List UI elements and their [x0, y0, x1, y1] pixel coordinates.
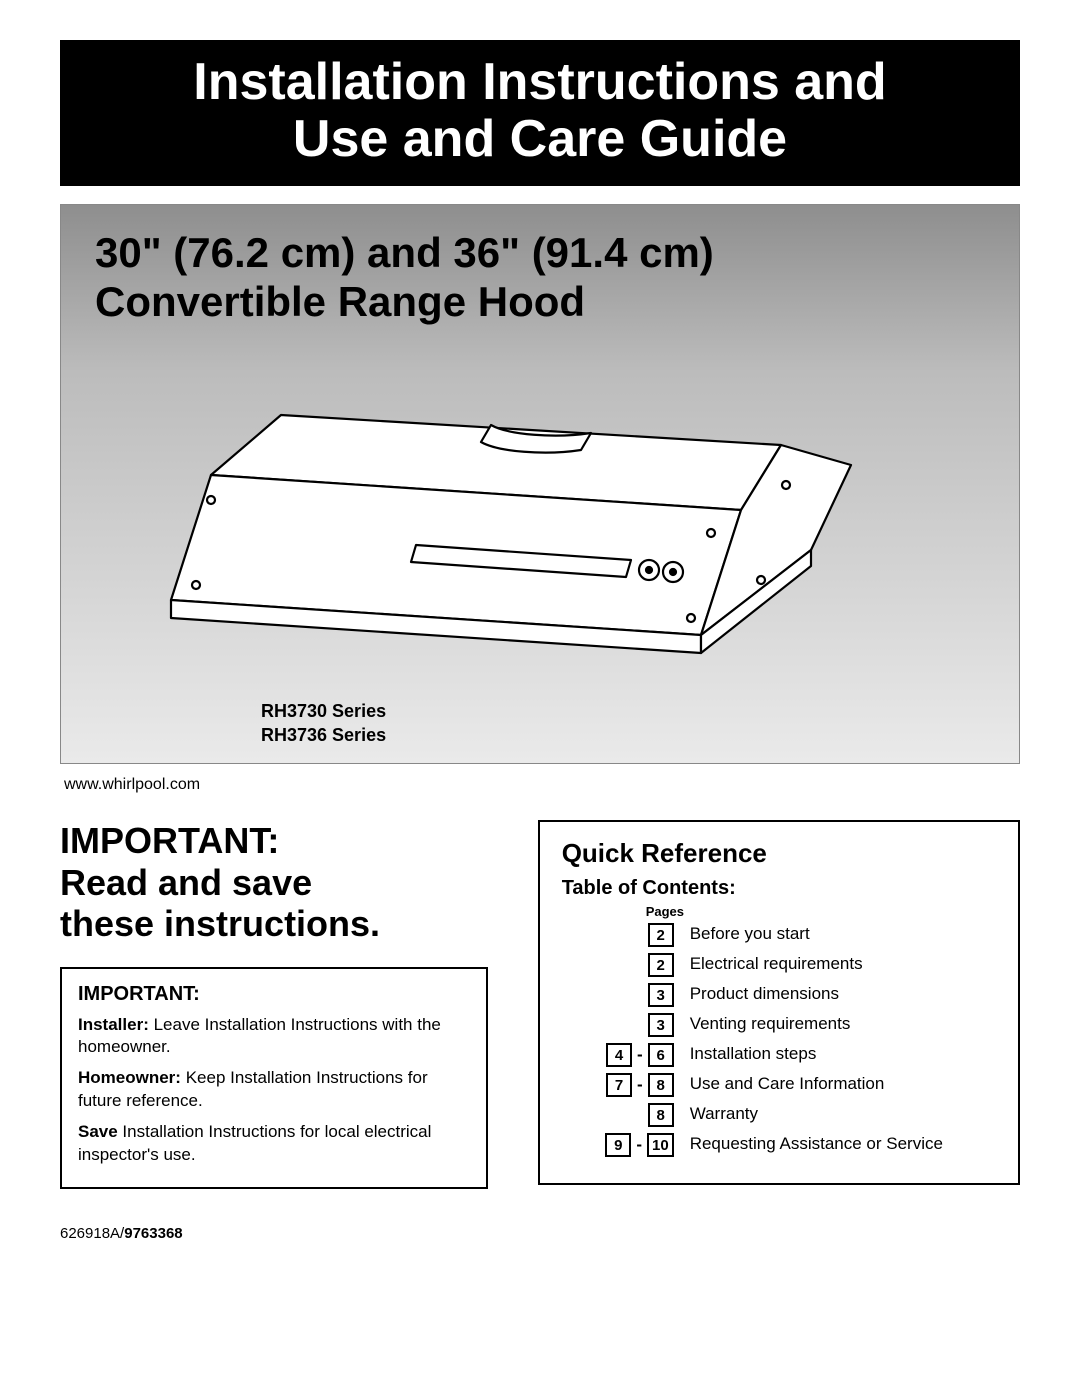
toc-row: 3Product dimensions [562, 983, 996, 1007]
title-line2: Use and Care Guide [80, 111, 1000, 168]
page-dash: - [637, 1045, 643, 1065]
right-column: Quick Reference Table of Contents: Pages… [538, 820, 1020, 1189]
page-box: 2 [648, 953, 674, 977]
toc-text: Product dimensions [674, 983, 839, 1005]
range-hood-illustration [151, 355, 921, 715]
toc-text: Before you start [674, 923, 810, 945]
title-banner: Installation Instructions and Use and Ca… [60, 40, 1020, 186]
toc-row: 4-6Installation steps [562, 1043, 996, 1067]
toc-page-cell: 9-10 [562, 1133, 674, 1157]
page-box: 10 [647, 1133, 674, 1157]
toc-page-cell: 8 [562, 1103, 674, 1127]
hero-panel: 30" (76.2 cm) and 36" (91.4 cm) Converti… [60, 204, 1020, 764]
model-numbers: RH3730 Series RH3736 Series [261, 699, 386, 748]
docnum-plain: 626918A/ [60, 1225, 124, 1242]
quick-reference-title: Quick Reference [562, 838, 996, 869]
toc-row: 3Venting requirements [562, 1013, 996, 1037]
page-box: 3 [648, 983, 674, 1007]
headline-l3: these instructions. [60, 903, 488, 944]
important-label: IMPORTANT: [78, 981, 470, 1008]
toc-row: 2Before you start [562, 923, 996, 947]
website-url: www.whirlpool.com [64, 776, 1020, 794]
page-box: 7 [606, 1073, 632, 1097]
model-1: RH3730 Series [261, 699, 386, 723]
headline-l1: IMPORTANT: [60, 820, 488, 861]
left-column: IMPORTANT: Read and save these instructi… [60, 820, 488, 1189]
important-p3: Save Installation Instructions for local… [78, 1121, 470, 1167]
page-box: 2 [648, 923, 674, 947]
toc-text: Electrical requirements [674, 953, 863, 975]
toc-text: Installation steps [674, 1043, 817, 1065]
page-box: 4 [606, 1043, 632, 1067]
title-line1: Installation Instructions and [80, 54, 1000, 111]
toc-row: 2Electrical requirements [562, 953, 996, 977]
important-p2: Homeowner: Keep Installation Instruction… [78, 1067, 470, 1113]
toc-pages-label: Pages [646, 904, 996, 919]
page-box: 8 [648, 1103, 674, 1127]
lower-section: IMPORTANT: Read and save these instructi… [60, 820, 1020, 1189]
toc-page-cell: 7-8 [562, 1073, 674, 1097]
quick-reference-box: Quick Reference Table of Contents: Pages… [538, 820, 1020, 1185]
toc-text: Requesting Assistance or Service [674, 1133, 943, 1155]
document-page: Installation Instructions and Use and Ca… [0, 0, 1080, 1292]
page-dash: - [636, 1135, 642, 1155]
toc-row: 8Warranty [562, 1103, 996, 1127]
docnum-bold: 9763368 [124, 1225, 182, 1242]
hero-title-line1: 30" (76.2 cm) and 36" (91.4 cm) [95, 229, 985, 277]
toc-text: Venting requirements [674, 1013, 851, 1035]
toc-text: Use and Care Information [674, 1073, 885, 1095]
toc-page-cell: 3 [562, 983, 674, 1007]
page-box: 6 [648, 1043, 674, 1067]
toc-page-cell: 2 [562, 923, 674, 947]
page-box: 3 [648, 1013, 674, 1037]
toc-page-cell: 2 [562, 953, 674, 977]
important-p1: Installer: Leave Installation Instructio… [78, 1014, 470, 1060]
page-box: 9 [605, 1133, 631, 1157]
toc-row: 9-10Requesting Assistance or Service [562, 1133, 996, 1157]
toc-subtitle: Table of Contents: [562, 877, 996, 900]
important-box: IMPORTANT: Installer: Leave Installation… [60, 967, 488, 1190]
hero-title-line2: Convertible Range Hood [95, 278, 985, 326]
page-dash: - [637, 1075, 643, 1095]
document-number: 626918A/9763368 [60, 1225, 1020, 1242]
page-box: 8 [648, 1073, 674, 1097]
model-2: RH3736 Series [261, 723, 386, 747]
important-headline: IMPORTANT: Read and save these instructi… [60, 820, 488, 944]
headline-l2: Read and save [60, 862, 488, 903]
toc-row: 7-8Use and Care Information [562, 1073, 996, 1097]
toc-page-cell: 4-6 [562, 1043, 674, 1067]
table-of-contents: 2Before you start2Electrical requirement… [562, 923, 996, 1157]
toc-text: Warranty [674, 1103, 758, 1125]
toc-page-cell: 3 [562, 1013, 674, 1037]
